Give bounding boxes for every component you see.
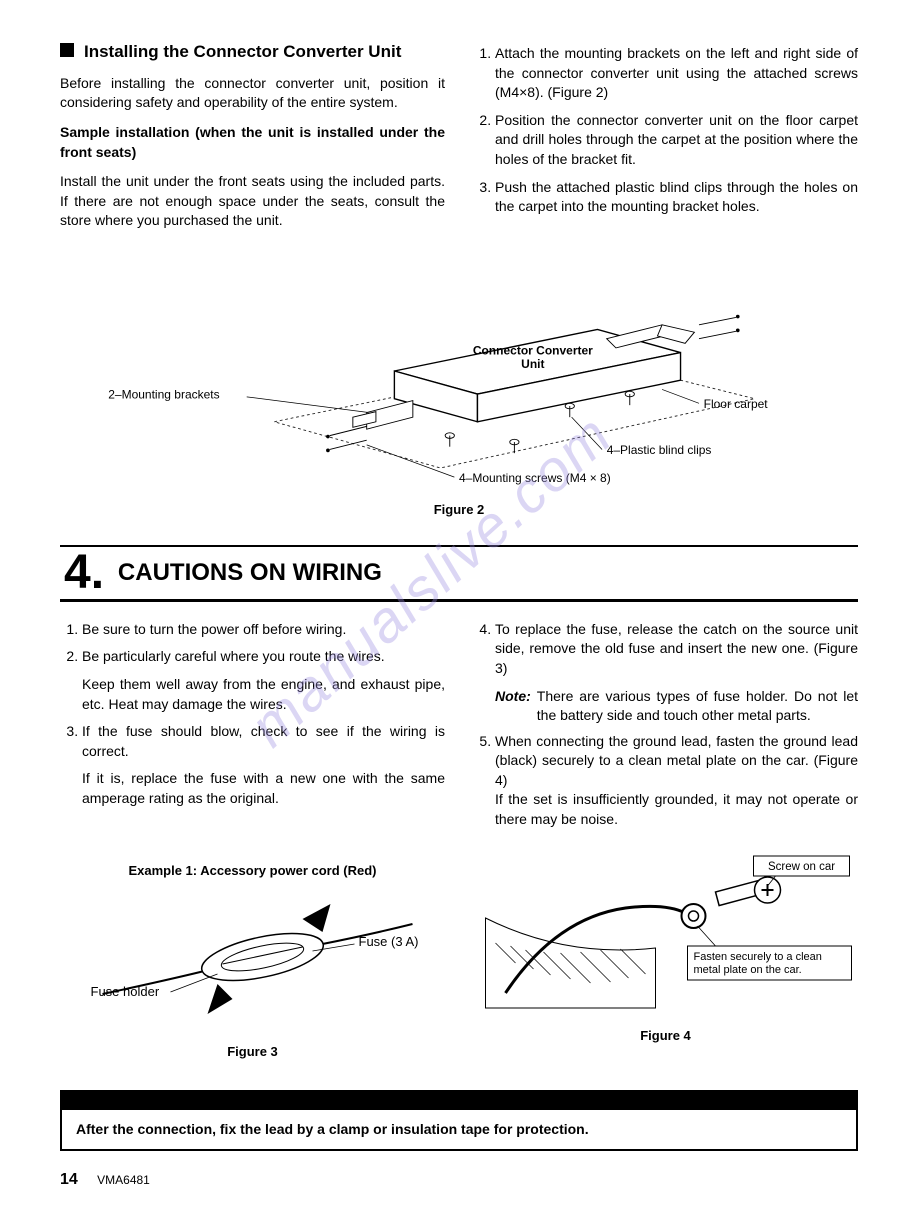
note-label: Note:: [495, 687, 531, 726]
caution-step-1: Be sure to turn the power off before wir…: [82, 620, 445, 640]
warning-box: After the connection, fix the lead by a …: [60, 1090, 858, 1152]
fig4-fasten-label-1: Fasten securely to a clean: [694, 951, 822, 963]
install-section: Installing the Connector Converter Unit …: [60, 40, 858, 239]
fig4-screw-label: Screw on car: [768, 861, 835, 873]
install-step-3: Push the attached plastic blind clips th…: [495, 178, 858, 217]
cautions-body: Be sure to turn the power off before wir…: [60, 616, 858, 838]
figure-4-caption: Figure 4: [473, 1027, 858, 1045]
install-left-col: Installing the Connector Converter Unit …: [60, 40, 445, 239]
page-number: 14: [60, 1171, 78, 1188]
warning-black-bar: [60, 1090, 858, 1110]
cautions-left-list: Be sure to turn the power off before wir…: [60, 620, 445, 809]
caution-step-3-text: If the fuse should blow, check to see if…: [82, 723, 445, 759]
figure-3-svg: Fuse (3 A) Fuse holder: [60, 884, 445, 1034]
figure-2-svg: Connector Converter Unit 2–Mounting brac…: [60, 251, 858, 491]
install-step-1: Attach the mounting brackets on the left…: [495, 44, 858, 103]
cautions-header: 4. CAUTIONS ON WIRING: [60, 545, 858, 602]
install-title: Installing the Connector Converter Unit: [60, 40, 445, 64]
warning-text: After the connection, fix the lead by a …: [60, 1110, 858, 1152]
sample-body: Install the unit under the front seats u…: [60, 172, 445, 231]
caution-step-2b: Keep them well away from the engine, and…: [82, 675, 445, 714]
figure-4-svg: Screw on car Fasten securely to a clean …: [473, 848, 858, 1018]
install-intro: Before installing the connector converte…: [60, 74, 445, 113]
figures-row: Example 1: Accessory power cord (Red) Fu…: [60, 848, 858, 1062]
figure-3-example-title: Example 1: Accessory power cord (Red): [60, 862, 445, 880]
caution-note: Note: There are various types of fuse ho…: [495, 687, 858, 726]
fig3-holder-label: Fuse holder: [91, 984, 160, 999]
caution-step-5: When connecting the ground lead, fasten …: [495, 732, 858, 830]
fig2-unit-label-line1: Connector Converter: [473, 343, 593, 357]
cautions-right: To replace the fuse, release the catch o…: [473, 616, 858, 838]
doc-code: VMA6481: [97, 1173, 150, 1187]
note-body: There are various types of fuse holder. …: [537, 687, 858, 726]
install-steps: Attach the mounting brackets on the left…: [473, 44, 858, 217]
fig2-unit-label-line2: Unit: [521, 357, 544, 371]
fig2-screws-label: 4–Mounting screws (M4 × 8): [459, 471, 611, 485]
figure-3-col: Example 1: Accessory power cord (Red) Fu…: [60, 848, 445, 1062]
fig4-fasten-label-2: metal plate on the car.: [694, 964, 802, 976]
figure-4-col: Screw on car Fasten securely to a clean …: [473, 848, 858, 1062]
cautions-right-list: To replace the fuse, release the catch o…: [473, 620, 858, 679]
fig2-brackets-label: 2–Mounting brackets: [108, 388, 219, 402]
caution-step-4: To replace the fuse, release the catch o…: [495, 620, 858, 679]
install-step-2: Position the connector converter unit on…: [495, 111, 858, 170]
fig2-clips-label: 4–Plastic blind clips: [607, 443, 712, 457]
caution-step-3b: If it is, replace the fuse with a new on…: [82, 769, 445, 808]
caution-step-2-text: Be particularly careful where you route …: [82, 648, 385, 664]
cautions-title: CAUTIONS ON WIRING: [118, 559, 382, 586]
fig2-carpet-label: Floor carpet: [704, 397, 769, 411]
page-footer: 14 VMA6481: [60, 1169, 858, 1191]
caution-step-2: Be particularly careful where you route …: [82, 647, 445, 714]
sample-heading: Sample installation (when the unit is in…: [60, 123, 445, 162]
cautions-right-list-2: When connecting the ground lead, fasten …: [473, 732, 858, 830]
figure-3-caption: Figure 3: [60, 1043, 445, 1061]
figure-2-caption: Figure 2: [60, 501, 858, 519]
cautions-number: 4.: [60, 547, 108, 599]
cautions-left: Be sure to turn the power off before wir…: [60, 616, 445, 838]
install-right-col: Attach the mounting brackets on the left…: [473, 40, 858, 239]
figure-2: Connector Converter Unit 2–Mounting brac…: [60, 251, 858, 519]
fig3-fuse-label: Fuse (3 A): [359, 934, 419, 949]
caution-step-3: If the fuse should blow, check to see if…: [82, 722, 445, 808]
